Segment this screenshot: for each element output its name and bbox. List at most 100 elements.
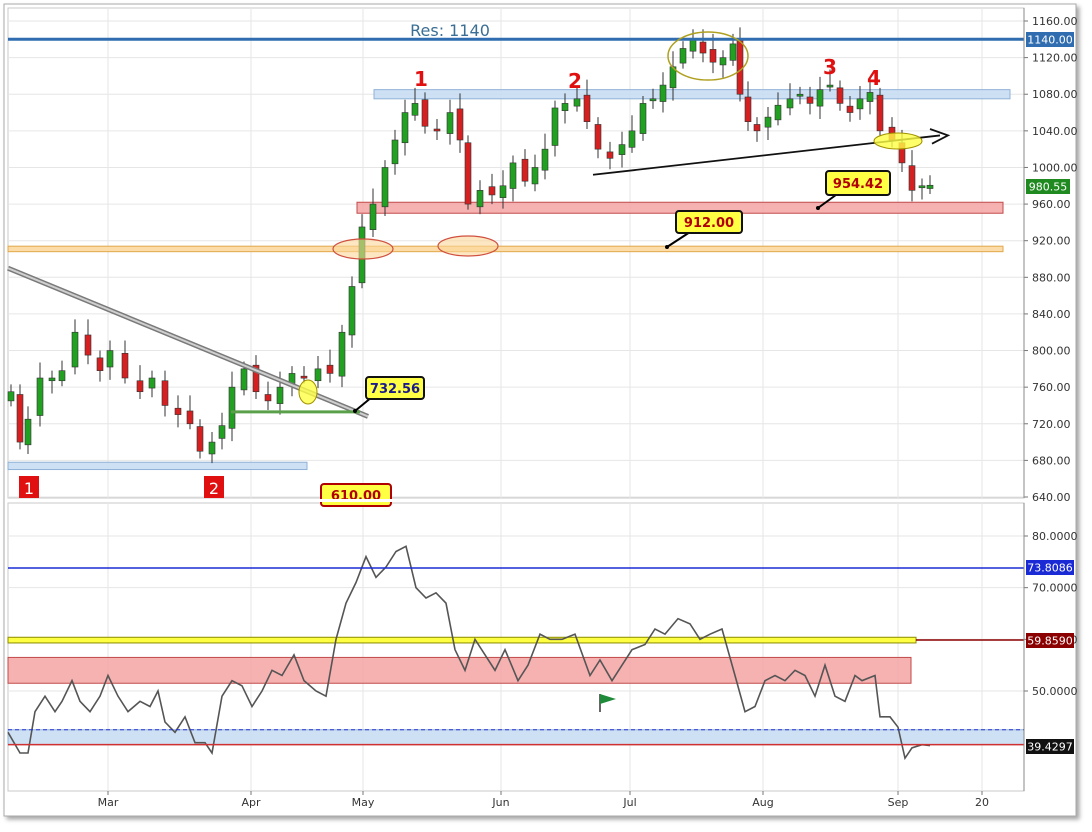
candle-body: [583, 94, 591, 122]
candle-body: [836, 87, 844, 104]
candle-body: [846, 105, 854, 113]
indicator-tick-label: 50.0000: [1032, 685, 1078, 698]
candle-body: [161, 380, 169, 406]
candle-body: [908, 165, 916, 191]
candle-body: [699, 41, 707, 54]
month-label: May: [352, 796, 375, 809]
candle-body: [314, 368, 322, 382]
price-tick-label: 800.00: [1032, 345, 1071, 358]
candle-body: [96, 357, 104, 371]
candle-body: [866, 92, 874, 102]
indicator-series: [7, 545, 931, 761]
price-tick-label: 1040.00: [1032, 125, 1078, 138]
ellipse-marker: [667, 31, 749, 81]
callout-954: 954.42: [816, 170, 891, 210]
candle-body: [136, 380, 144, 393]
tag-level-73: 73.8086: [1026, 560, 1074, 575]
candle-body: [218, 425, 226, 439]
tag-resistance: 1140.00: [1026, 32, 1074, 47]
month-label: 20: [975, 796, 989, 809]
price-zone-orange-band: [7, 245, 1004, 253]
indicator-line: [7, 545, 931, 761]
callout-732-label: 732.56: [370, 382, 420, 397]
candle-body: [744, 96, 752, 122]
candle-body: [36, 377, 44, 416]
overlays: [7, 31, 1024, 746]
month-label: Jul: [622, 796, 636, 809]
candle-body: [488, 186, 496, 196]
candle-body: [816, 89, 824, 107]
candle-body: [148, 377, 156, 389]
candle-body: [786, 98, 794, 109]
candle-body: [369, 203, 377, 231]
boxed-number-1-bg: [19, 476, 39, 498]
month-label: Aug: [752, 796, 773, 809]
candle-body: [796, 93, 804, 97]
tag-level-59-label: 59.8590: [1027, 635, 1073, 648]
candle-body: [240, 368, 248, 391]
candle-body: [24, 418, 32, 446]
zones: [7, 89, 1025, 746]
wave-number-2: 2: [568, 69, 582, 93]
indicator-tick-label: 80.0000: [1032, 530, 1078, 543]
uptrend-arrow: [929, 128, 951, 145]
boxed-number-1: 1: [24, 479, 34, 498]
candle-body: [58, 370, 66, 382]
tag-last-price: 980.55: [1026, 179, 1070, 194]
tag-level-59: 59.8590: [1026, 633, 1074, 648]
candle-body: [381, 167, 389, 208]
candle-body: [391, 139, 399, 165]
candle-body: [338, 331, 346, 377]
candle-body: [689, 39, 697, 52]
price-tick-label: 680.00: [1032, 454, 1071, 467]
boxed-number-2-bg: [204, 476, 224, 498]
candle-body: [106, 350, 114, 368]
candle-body: [411, 103, 419, 116]
indicator-zone-blue-band: [7, 729, 1025, 746]
candle-body: [639, 103, 647, 134]
callout-610: 610.00: [320, 483, 392, 507]
candle-body: [753, 124, 761, 132]
candle-body: [228, 386, 236, 429]
callout-912-label: 912.00: [684, 216, 734, 231]
candle-body: [252, 364, 260, 393]
candle-body: [679, 48, 687, 64]
candle-body: [16, 394, 24, 443]
candle-body: [573, 98, 581, 107]
candle-body: [433, 128, 441, 132]
candle-body: [551, 107, 559, 146]
candle-body: [541, 148, 549, 171]
candle-body: [606, 151, 614, 159]
callout-912: 912.00: [665, 210, 743, 249]
candle-body: [736, 39, 744, 95]
ellipse-marker: [873, 132, 923, 150]
indicator-pane: [7, 502, 1025, 792]
month-label: Mar: [98, 796, 119, 809]
candle-body: [348, 286, 356, 336]
price-zone-blue-band: [7, 461, 308, 471]
candle-body: [649, 98, 657, 102]
price-tick-label: 880.00: [1032, 271, 1071, 284]
indicator-zone-red-band: [7, 656, 912, 684]
candle-body: [499, 185, 507, 198]
candle-body: [659, 84, 667, 102]
wave-number-1: 1: [414, 67, 428, 91]
price-tick-label: 1120.00: [1032, 52, 1078, 65]
candle-body: [174, 407, 182, 415]
candle-body: [84, 334, 92, 356]
candle-body: [594, 124, 602, 150]
candle-body: [764, 116, 772, 128]
candle-body: [7, 391, 15, 402]
tag-level-39: 39.4297: [1026, 739, 1074, 754]
candle-body: [774, 104, 782, 121]
candle-body: [826, 84, 834, 88]
candle-body: [186, 410, 194, 425]
candle-body: [918, 185, 926, 189]
month-label: Jun: [491, 796, 509, 809]
candle-body: [729, 43, 737, 61]
price-tick-label: 640.00: [1032, 491, 1071, 504]
month-label: Sep: [888, 796, 909, 809]
price-tick-label: 760.00: [1032, 381, 1071, 394]
